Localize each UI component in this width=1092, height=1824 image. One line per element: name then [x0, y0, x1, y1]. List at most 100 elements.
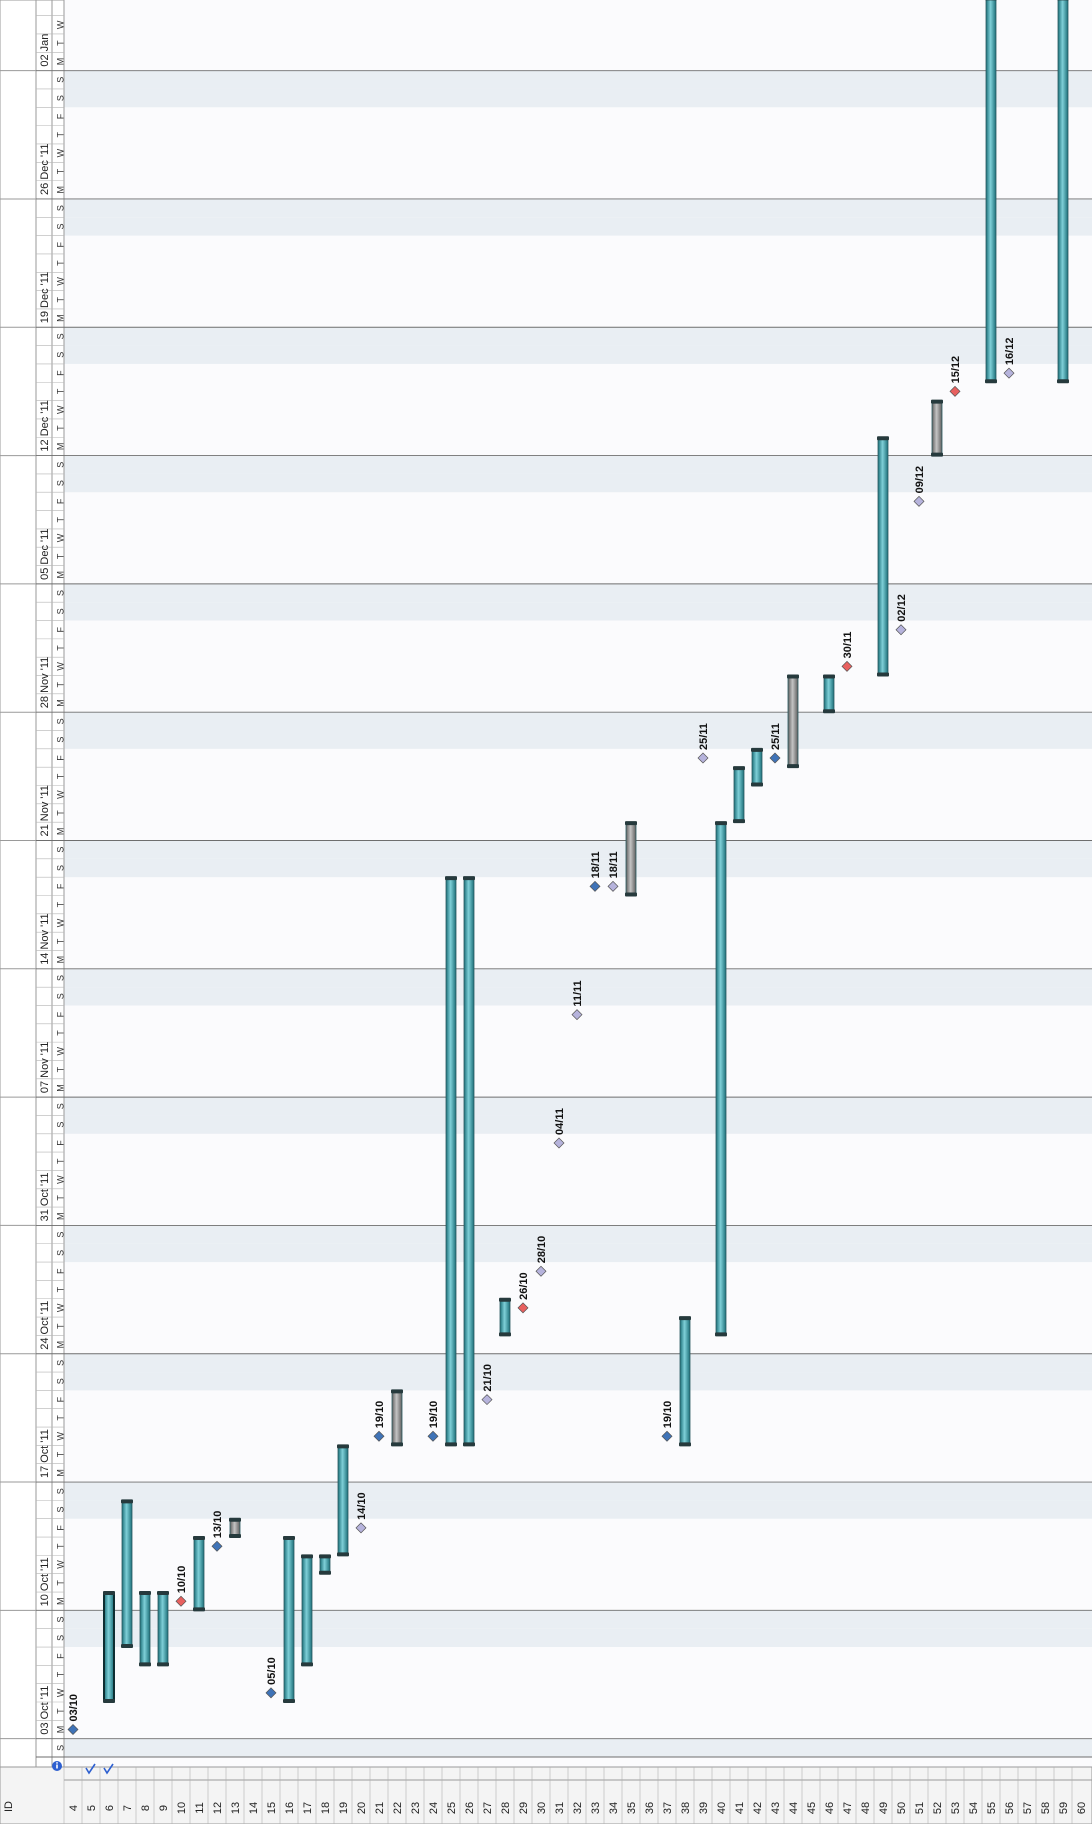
row-id[interactable]: 37 — [662, 1802, 674, 1814]
row-id[interactable]: 44 — [788, 1802, 800, 1814]
summary-bar[interactable] — [103, 1591, 115, 1704]
row-id[interactable]: 16 — [284, 1802, 296, 1814]
row-id[interactable]: 59 — [1058, 1802, 1070, 1814]
row-id[interactable]: 55 — [986, 1802, 998, 1814]
task-bar[interactable] — [193, 1536, 205, 1611]
row-id[interactable]: 53 — [950, 1802, 962, 1814]
milestone-diamond[interactable] — [895, 624, 907, 636]
row-id[interactable]: 41 — [734, 1802, 746, 1814]
row-id[interactable]: 6 — [104, 1805, 116, 1811]
row-id[interactable]: 24 — [428, 1802, 440, 1814]
milestone-diamond[interactable] — [553, 1137, 565, 1149]
row-id[interactable]: 36 — [644, 1802, 656, 1814]
row-id[interactable]: 19 — [338, 1802, 350, 1814]
row-id[interactable]: 45 — [806, 1802, 818, 1814]
row-id[interactable]: 32 — [572, 1802, 584, 1814]
milestone-diamond[interactable] — [67, 1724, 79, 1736]
task-bar[interactable] — [121, 1499, 133, 1648]
task-bar[interactable] — [157, 1591, 169, 1666]
row-id[interactable]: 22 — [392, 1802, 404, 1814]
milestone-diamond[interactable] — [535, 1265, 547, 1277]
row-id[interactable]: 51 — [914, 1802, 926, 1814]
task-bar[interactable] — [715, 821, 727, 1336]
task-bar[interactable] — [823, 675, 835, 713]
task-bar[interactable] — [445, 876, 457, 1446]
row-id[interactable]: 57 — [1022, 1802, 1034, 1814]
row-id[interactable]: 25 — [446, 1802, 458, 1814]
row-id[interactable]: 4 — [68, 1805, 80, 1811]
milestone-diamond[interactable] — [607, 880, 619, 892]
rollup-bar[interactable] — [787, 675, 799, 768]
milestone-diamond[interactable] — [175, 1595, 187, 1607]
milestone-diamond[interactable] — [589, 880, 601, 892]
task-bar[interactable] — [877, 436, 889, 676]
row-id[interactable]: 56 — [1004, 1802, 1016, 1814]
row-id[interactable]: 54 — [968, 1802, 980, 1814]
row-id[interactable]: 15 — [266, 1802, 278, 1814]
row-id[interactable]: 48 — [860, 1802, 872, 1814]
row-id[interactable]: 14 — [248, 1802, 260, 1814]
milestone-diamond[interactable] — [211, 1540, 223, 1552]
rollup-bar[interactable] — [931, 400, 943, 456]
task-bar[interactable] — [985, 0, 997, 383]
milestone-diamond[interactable] — [427, 1430, 439, 1442]
row-id[interactable]: 34 — [608, 1802, 620, 1814]
row-id[interactable]: 10 — [176, 1802, 188, 1814]
row-id[interactable]: 47 — [842, 1802, 854, 1814]
milestone-diamond[interactable] — [661, 1430, 673, 1442]
row-id[interactable]: 11 — [194, 1802, 206, 1813]
milestone-diamond[interactable] — [265, 1687, 277, 1699]
row-id[interactable]: 5 — [86, 1805, 98, 1811]
row-id[interactable]: 28 — [500, 1802, 512, 1814]
row-id[interactable]: 26 — [464, 1802, 476, 1814]
row-id[interactable]: 30 — [536, 1802, 548, 1814]
milestone-diamond[interactable] — [373, 1430, 385, 1442]
row-id[interactable]: 12 — [212, 1802, 224, 1814]
row-id[interactable]: 13 — [230, 1802, 242, 1814]
row-id[interactable]: 9 — [158, 1805, 170, 1811]
row-id[interactable]: 18 — [320, 1802, 332, 1814]
milestone-diamond[interactable] — [913, 495, 925, 507]
rollup-bar[interactable] — [625, 821, 637, 896]
id-column-header[interactable]: ID — [3, 1801, 15, 1812]
milestone-diamond[interactable] — [517, 1302, 529, 1314]
task-bar[interactable] — [733, 766, 745, 823]
task-bar[interactable] — [499, 1298, 511, 1336]
row-id[interactable]: 20 — [356, 1802, 368, 1814]
row-id[interactable]: 7 — [122, 1805, 134, 1811]
milestone-diamond[interactable] — [949, 385, 961, 397]
milestone-diamond[interactable] — [571, 1009, 583, 1021]
task-bar[interactable] — [283, 1536, 295, 1703]
row-id[interactable]: 29 — [518, 1802, 530, 1814]
row-id[interactable]: 35 — [626, 1802, 638, 1814]
task-bar[interactable] — [301, 1554, 313, 1666]
row-id[interactable]: 50 — [896, 1802, 908, 1814]
row-id[interactable]: 8 — [140, 1805, 152, 1811]
row-id[interactable]: 17 — [302, 1802, 314, 1814]
row-id[interactable]: 46 — [824, 1802, 836, 1814]
milestone-diamond[interactable] — [481, 1394, 493, 1406]
task-bar[interactable] — [139, 1591, 151, 1666]
row-id[interactable]: 42 — [752, 1802, 764, 1814]
milestone-diamond[interactable] — [1003, 367, 1015, 379]
row-id[interactable]: 40 — [716, 1802, 728, 1814]
milestone-diamond[interactable] — [769, 752, 781, 764]
milestone-diamond[interactable] — [841, 660, 853, 672]
row-id[interactable]: 33 — [590, 1802, 602, 1814]
row-id[interactable]: 23 — [410, 1802, 422, 1814]
rollup-bar[interactable] — [391, 1390, 403, 1446]
task-bar[interactable] — [463, 876, 475, 1446]
task-bar[interactable] — [337, 1444, 349, 1556]
row-id[interactable]: 21 — [374, 1802, 386, 1814]
row-id[interactable]: 58 — [1040, 1802, 1052, 1814]
row-id[interactable]: 43 — [770, 1802, 782, 1814]
milestone-diamond[interactable] — [355, 1522, 367, 1534]
row-id[interactable]: 27 — [482, 1802, 494, 1814]
row-id[interactable]: 49 — [878, 1802, 890, 1814]
row-id[interactable]: 60 — [1076, 1802, 1088, 1814]
task-bar[interactable] — [679, 1316, 691, 1446]
row-id[interactable]: 31 — [554, 1802, 566, 1814]
row-id[interactable]: 38 — [680, 1802, 692, 1814]
task-bar[interactable] — [1057, 0, 1069, 383]
row-id[interactable]: 52 — [932, 1802, 944, 1814]
